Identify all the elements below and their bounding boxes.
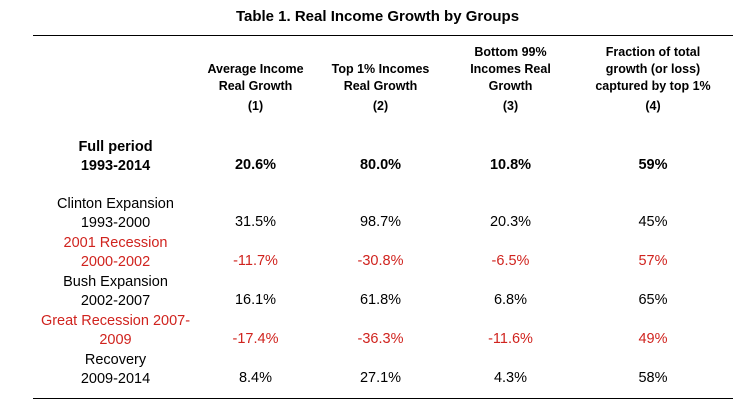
cell-top-1-percent: 27.1% (359, 370, 402, 386)
column-header-line: Average Income (207, 62, 304, 76)
cell-bottom-99-percent: 4.3% (493, 370, 528, 386)
row-label-line: Great Recession 2007- (40, 313, 191, 329)
column-header-3: Bottom 99% Incomes Real Growth (3) (448, 44, 573, 115)
cell-average-income: 31.5% (234, 214, 277, 230)
cell-top-1-percent: -36.3% (357, 331, 404, 347)
cell-top-1-percent: 98.7% (359, 214, 402, 230)
column-header-line: Bottom 99% (474, 45, 547, 59)
column-header-line: growth (or loss) (605, 62, 701, 76)
cell-fraction-top-1: 57% (638, 253, 668, 269)
cell-fraction-top-1: 45% (638, 214, 668, 230)
cell-top-1-percent: 80.0% (359, 157, 402, 173)
row-label-line: Bush Expansion (63, 274, 168, 290)
column-number: (1) (247, 99, 264, 113)
row-label-line: 1993-2014 (80, 158, 151, 174)
top-rule (33, 35, 733, 36)
cell-bottom-99-percent: 6.8% (493, 292, 528, 308)
cell-top-1-percent: 61.8% (359, 292, 402, 308)
cell-average-income: 8.4% (238, 370, 273, 386)
row-label: Clinton Expansion 1993-2000 (33, 195, 198, 233)
bottom-rule (33, 398, 733, 399)
row-label-line: 2000-2002 (80, 254, 151, 270)
column-header-line (313, 44, 448, 61)
row-label-line: 1993-2000 (80, 215, 151, 231)
row-label: Great Recession 2007- 2009 (33, 312, 198, 350)
cell-bottom-99-percent: -11.6% (488, 331, 533, 347)
cell-fraction-top-1: 65% (638, 292, 668, 308)
column-number: (4) (645, 99, 661, 113)
cell-fraction-top-1: 49% (638, 331, 668, 347)
column-header-line: Top 1% Incomes (331, 62, 430, 76)
row-label: 2001 Recession 2000-2002 (33, 234, 198, 272)
column-header-line: Growth (488, 79, 533, 93)
cell-bottom-99-percent: 20.3% (489, 214, 532, 230)
cell-average-income: 16.1% (234, 292, 277, 308)
column-number: (2) (372, 99, 389, 113)
cell-top-1-percent: -30.8% (357, 253, 404, 269)
row-label-line: Clinton Expansion (57, 196, 174, 212)
row-label: Full period 1993-2014 (33, 138, 198, 176)
column-header-line: Real Growth (343, 79, 418, 93)
cell-bottom-99-percent: 10.8% (489, 157, 532, 173)
cell-average-income: -17.4% (232, 331, 279, 347)
column-header-2: Top 1% Incomes Real Growth (2) (313, 44, 448, 115)
column-header-line: captured by top 1% (595, 79, 711, 93)
cell-fraction-top-1: 59% (638, 157, 668, 173)
column-header-line: Real Growth (218, 79, 293, 93)
column-header-line: Fraction of total (605, 45, 701, 59)
row-label: Recovery 2009-2014 (33, 351, 198, 389)
column-header-line (198, 44, 313, 61)
column-header-line: Incomes Real (470, 62, 551, 76)
row-label-line: 2009-2014 (80, 371, 151, 387)
table-title: Table 1. Real Income Growth by Groups (235, 8, 520, 25)
column-number: (3) (502, 99, 519, 113)
row-label-line: 2001 Recession (63, 235, 168, 251)
column-header-4: Fraction of total growth (or loss) captu… (573, 44, 733, 115)
cell-average-income: 20.6% (234, 157, 277, 173)
row-label-line: 2002-2007 (80, 293, 151, 309)
column-header-1: Average Income Real Growth (1) (198, 44, 313, 115)
row-label-line: Recovery (84, 352, 147, 368)
cell-average-income: -11.7% (233, 253, 278, 269)
cell-fraction-top-1: 58% (638, 370, 668, 386)
row-label-line: 2009 (99, 332, 132, 348)
cell-bottom-99-percent: -6.5% (491, 253, 530, 269)
row-label: Bush Expansion 2002-2007 (33, 273, 198, 311)
row-label-line: Full period (78, 139, 153, 155)
